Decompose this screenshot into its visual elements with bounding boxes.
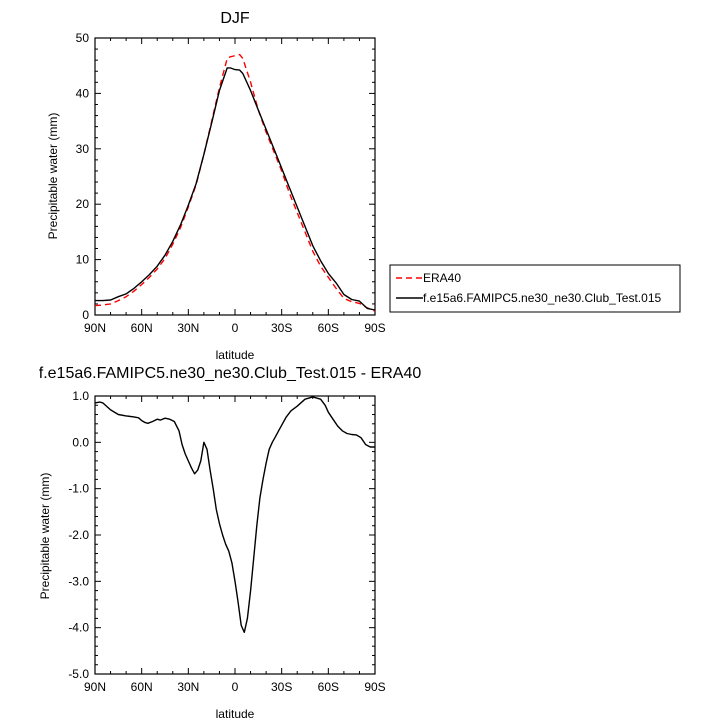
bottom-y-tick-label: -2.0 xyxy=(68,528,89,542)
top-y-axis: 0 10 20 30 40 50 xyxy=(76,31,375,322)
bottom-x-tick-label: 90N xyxy=(84,680,106,694)
top-chart-title: DJF xyxy=(220,10,250,27)
bottom-series-line-0 xyxy=(94,396,375,633)
bottom-x-axis: 90N 60N 30N 0 30S 60S 90S xyxy=(84,396,386,694)
legend-label-model: f.e15a6.FAMIPC5.ne30_ne30.Club_Test.015 xyxy=(423,291,661,305)
legend-box xyxy=(389,264,681,313)
bottom-x-axis-label: latitude xyxy=(216,707,255,721)
bottom-x-tick-label: 90S xyxy=(364,680,385,694)
top-y-axis-label: Precipitable water (mm) xyxy=(46,113,60,240)
bottom-y-axis: 1.0 0.0 -1.0 -2.0 -3.0 -4.0 -5.0 xyxy=(68,389,375,681)
top-y-tick-label: 30 xyxy=(76,142,90,156)
bottom-y-tick-label: -1.0 xyxy=(68,482,89,496)
top-x-axis-label: latitude xyxy=(216,348,255,362)
bottom-x-tick-label: 30S xyxy=(271,680,292,694)
legend-label-era40: ERA40 xyxy=(423,271,461,285)
top-x-tick-label: 90S xyxy=(364,321,385,335)
bottom-series-group xyxy=(94,396,375,633)
bottom-chart-panel: f.e15a6.FAMIPC5.ne30_ne30.Club_Test.015 … xyxy=(38,365,421,721)
top-x-tick-label: 60S xyxy=(318,321,339,335)
top-y-tick-label: 20 xyxy=(76,197,90,211)
top-x-axis: 90N 60N 30N 0 30S 60S 90S xyxy=(84,38,386,335)
top-series-line-1 xyxy=(95,67,376,311)
bottom-y-axis-label: Precipitable water (mm) xyxy=(38,473,52,600)
bottom-x-tick-label: 60S xyxy=(318,680,339,694)
top-chart-panel: DJF 0 10 20 30 40 50 90N 60N 30N 0 30S 60S 90S lati… xyxy=(46,10,681,362)
bottom-y-tick-label: -4.0 xyxy=(68,621,89,635)
top-x-tick-label: 90N xyxy=(84,321,106,335)
top-plot-frame xyxy=(94,37,376,316)
bottom-x-tick-label: 0 xyxy=(232,680,239,694)
bottom-y-tick-label: -5.0 xyxy=(68,667,89,681)
top-y-tick-label: 0 xyxy=(82,308,89,322)
top-y-tick-label: 50 xyxy=(76,31,90,45)
top-x-tick-label: 60N xyxy=(131,321,153,335)
bottom-chart-title: f.e15a6.FAMIPC5.ne30_ne30.Club_Test.015 … xyxy=(39,365,422,382)
legend: ERA40 f.e15a6.FAMIPC5.ne30_ne30.Club_Tes… xyxy=(389,264,681,313)
top-y-tick-label: 10 xyxy=(76,253,90,267)
bottom-y-tick-label: 1.0 xyxy=(72,389,89,403)
top-x-tick-label: 30N xyxy=(177,321,199,335)
top-x-tick-label: 30S xyxy=(271,321,292,335)
bottom-y-tick-label: -3.0 xyxy=(68,574,89,588)
bottom-x-tick-label: 60N xyxy=(131,680,153,694)
bottom-plot-frame xyxy=(94,395,376,675)
bottom-x-tick-label: 30N xyxy=(177,680,199,694)
top-series-group xyxy=(94,53,376,312)
top-series-line-0 xyxy=(94,53,376,312)
top-x-tick-label: 0 xyxy=(232,321,239,335)
bottom-y-tick-label: 0.0 xyxy=(72,435,89,449)
top-y-tick-label: 40 xyxy=(76,86,90,100)
